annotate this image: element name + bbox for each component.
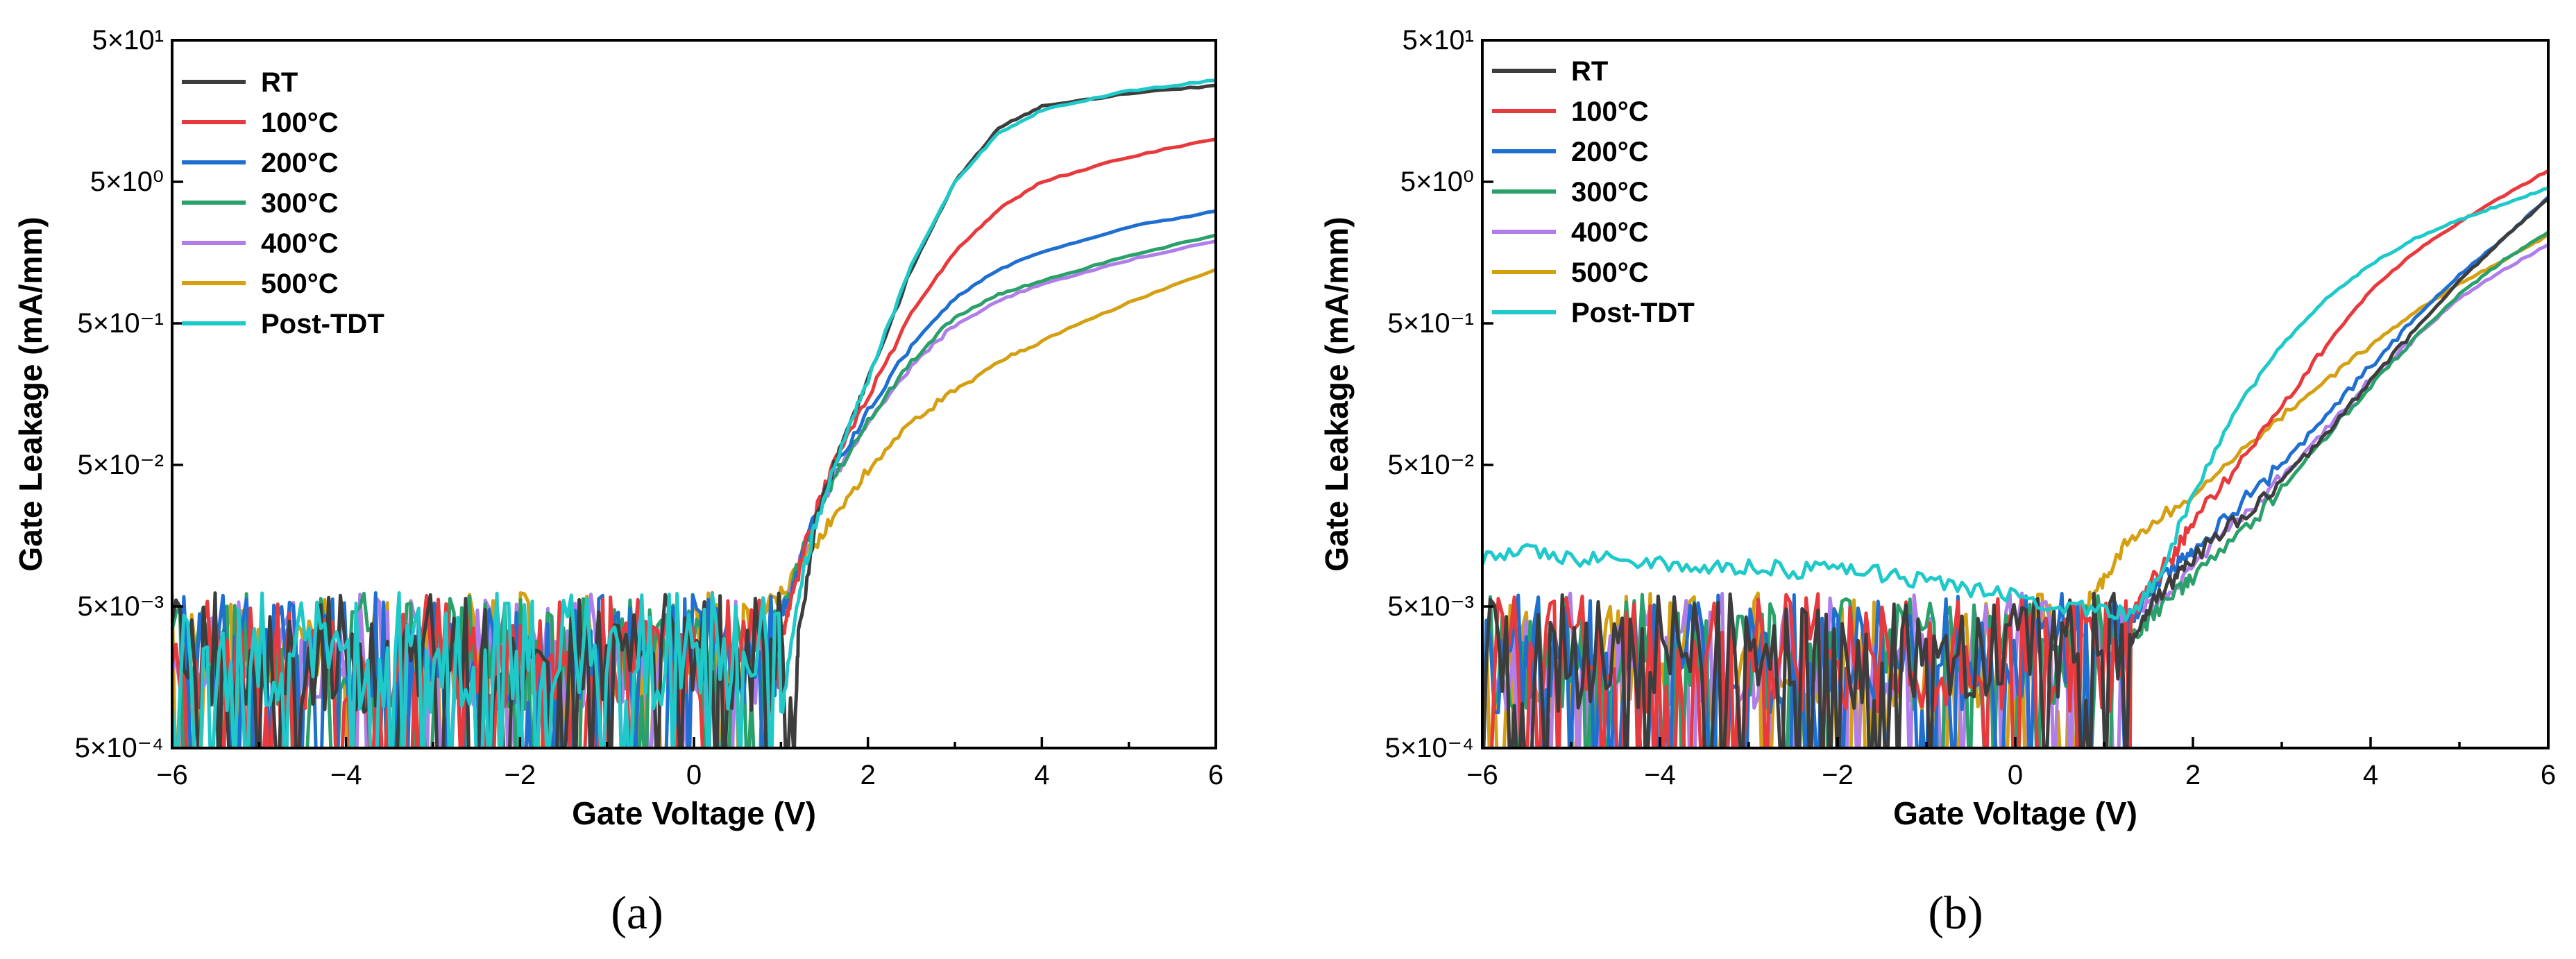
x-tick-label: 2: [2185, 760, 2201, 790]
legend-label: 200°C: [261, 148, 339, 178]
y-axis-title: Gate Leakage (mA/mm): [1319, 217, 1355, 571]
series-line-post-tdt: [172, 78, 1216, 748]
legend-label: RT: [1571, 56, 1608, 87]
x-tick-label: 0: [686, 760, 702, 790]
plot-area: [1482, 169, 2548, 748]
chart-panel-a: −6 −4 −2 0 2 4 6 5×10⁻⁴ 5×10⁻³ 5×10⁻² 5×10⁻¹ 5×10⁰ 5…: [12, 25, 1223, 939]
y-tick-label: 5×10⁻⁴: [1385, 733, 1474, 763]
y-tick-label: 5×10¹: [92, 25, 164, 56]
legend: RT 100°C 200°C 300°C 400°C 500°C Post-TDT: [1492, 56, 1695, 328]
legend-label: 400°C: [261, 228, 339, 259]
x-tick-label: −6: [156, 760, 188, 790]
legend-label: 200°C: [1571, 137, 1649, 167]
x-tick-label: −6: [1466, 760, 1498, 790]
chart-panel-b: −6 −4 −2 0 2 4 6 5×10⁻⁴ 5×10⁻³ 5×10⁻² 5×10⁻¹ 5×10⁰ 5…: [1319, 25, 2556, 939]
y-tick-label: 5×10¹: [1403, 25, 1474, 56]
series-line-rt: [1482, 196, 2548, 748]
legend-label: Post-TDT: [261, 309, 384, 339]
legend-label: RT: [261, 67, 298, 98]
x-tick-label: 4: [1034, 760, 1049, 790]
legend-label: 100°C: [261, 108, 339, 138]
y-tick-label: 5×10⁻³: [77, 591, 164, 622]
x-tick-label: −4: [1644, 760, 1676, 790]
legend-label: 500°C: [261, 269, 339, 299]
x-tick-label: −2: [1822, 760, 1854, 790]
legend: RT 100°C 200°C 300°C 400°C 500°C Post-TDT: [182, 67, 384, 339]
x-tick-label: −4: [330, 760, 362, 790]
legend-label: Post-TDT: [1571, 298, 1695, 328]
y-axis-title: Gate Leakage (mA/mm): [12, 217, 49, 571]
panel-label: (b): [1928, 886, 1983, 939]
y-tick-label: 5×10⁻⁴: [75, 733, 164, 763]
x-tick-label: 4: [2363, 760, 2378, 790]
legend-label: 100°C: [1571, 96, 1649, 127]
y-tick-label: 5×10⁻³: [1387, 591, 1474, 622]
y-tick-label: 5×10⁰: [1400, 167, 1474, 197]
x-tick-label: 0: [2008, 760, 2023, 790]
legend-label: 300°C: [1571, 177, 1649, 207]
y-tick-label: 5×10⁻¹: [1387, 308, 1474, 339]
plot-area: [172, 78, 1216, 748]
legend-label: 300°C: [261, 188, 339, 219]
x-axis-title: Gate Voltage (V): [572, 795, 816, 831]
legend-label: 500°C: [1571, 257, 1649, 288]
y-tick-label: 5×10⁻²: [77, 450, 164, 480]
panel-label: (a): [611, 886, 663, 939]
x-axis-title: Gate Voltage (V): [1893, 795, 2137, 831]
series-line-post-tdt: [1482, 186, 2548, 622]
x-tick-label: 2: [861, 760, 876, 790]
legend-label: 400°C: [1571, 217, 1649, 248]
x-tick-label: 6: [2541, 760, 2556, 790]
y-tick-label: 5×10⁰: [90, 167, 164, 197]
x-tick-label: 6: [1208, 760, 1223, 790]
y-tick-label: 5×10⁻²: [1387, 450, 1474, 480]
y-tick-label: 5×10⁻¹: [77, 308, 164, 339]
x-tick-label: −2: [505, 760, 536, 790]
series-line-100c: [172, 137, 1216, 748]
